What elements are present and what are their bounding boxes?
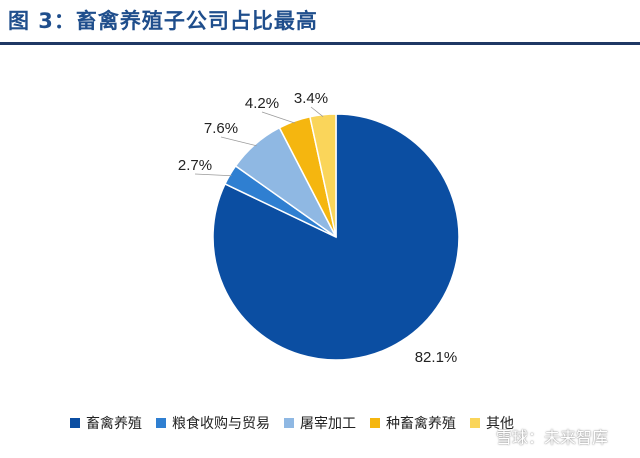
legend-label-2: 粮食收购与贸易 [172, 416, 270, 432]
legend-label-3: 屠宰加工 [300, 416, 356, 432]
legend-label-5: 其他 [486, 416, 514, 432]
legend-item-2: 粮食收购与贸易 [156, 413, 270, 433]
leader-line-2 [194, 173, 232, 177]
legend-item-3: 屠宰加工 [284, 413, 356, 433]
chart-legend: 畜禽养殖 粮食收购与贸易 屠宰加工 种畜禽养殖 其他 [70, 412, 528, 434]
pie-slice-5 [309, 113, 337, 238]
legend-item-4: 种畜禽养殖 [370, 413, 456, 433]
legend-swatch-2 [156, 418, 166, 428]
legend-swatch-3 [284, 418, 294, 428]
legend-swatch-5 [470, 418, 480, 428]
legend-swatch-1 [70, 418, 80, 428]
legend-label-4: 种畜禽养殖 [386, 416, 456, 432]
legend-label-1: 畜禽养殖 [86, 416, 142, 432]
data-label-2: 2.7% [178, 157, 212, 174]
data-label-5: 3.4% [294, 90, 328, 107]
watermark-text: 雪球：未来智库 [496, 428, 609, 447]
legend-swatch-4 [370, 418, 380, 428]
legend-item-5: 其他 [470, 413, 514, 433]
data-label-3: 7.6% [204, 120, 238, 137]
leader-line-3 [220, 136, 257, 147]
leader-line-4 [261, 111, 296, 124]
title-divider [0, 42, 640, 45]
legend-item-1: 畜禽养殖 [70, 413, 142, 433]
data-label-1: 82.1% [415, 349, 458, 366]
leader-line-5 [310, 106, 324, 118]
data-label-4: 4.2% [245, 95, 279, 112]
chart-title: 图 3：畜禽养殖子公司占比最高 [8, 9, 318, 33]
